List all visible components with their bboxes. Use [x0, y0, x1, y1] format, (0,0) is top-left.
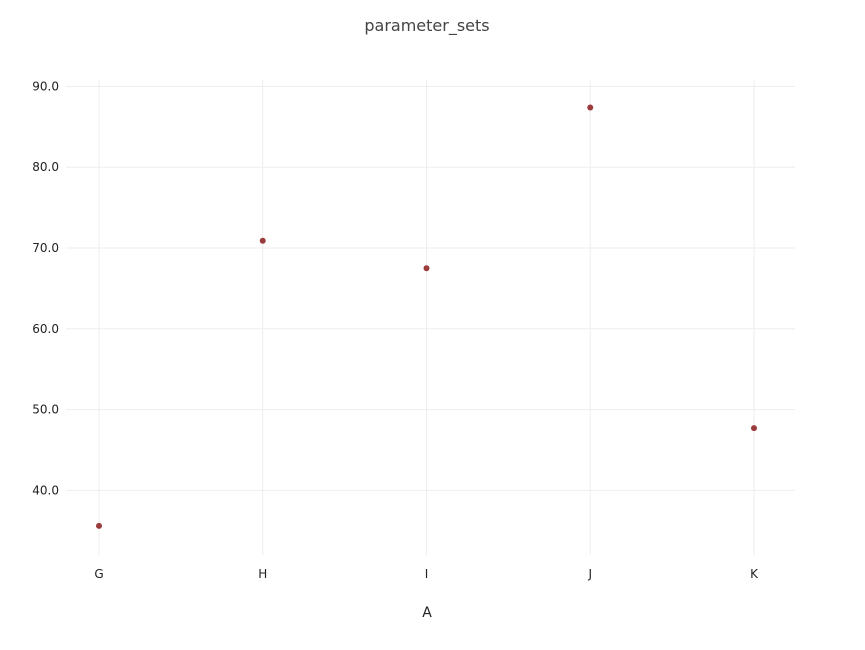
x-tick-label: G [94, 567, 103, 581]
x-tick-label: J [587, 567, 592, 581]
y-tick-label: 40.0 [32, 483, 59, 497]
y-tick-label: 60.0 [32, 322, 59, 336]
grid-lines [66, 80, 795, 555]
y-tick-label: 90.0 [32, 79, 59, 93]
y-tick-label: 80.0 [32, 160, 59, 174]
data-points [96, 104, 757, 529]
x-axis-title: A [422, 605, 432, 621]
data-point[interactable] [259, 237, 266, 244]
x-tick-label: I [425, 567, 429, 581]
x-axis-ticks: G H I J K [94, 567, 759, 581]
y-axis-ticks: 40.0 50.0 60.0 70.0 80.0 90.0 [32, 79, 59, 497]
y-tick-label: 50.0 [32, 403, 59, 417]
data-point[interactable] [96, 522, 102, 529]
y-tick-label: 70.0 [32, 241, 59, 255]
data-point[interactable] [423, 265, 430, 272]
chart-title: parameter_sets [364, 16, 489, 36]
data-point[interactable] [587, 104, 594, 111]
x-tick-label: H [258, 567, 267, 581]
x-tick-label: K [750, 567, 759, 581]
data-point[interactable] [751, 425, 757, 432]
